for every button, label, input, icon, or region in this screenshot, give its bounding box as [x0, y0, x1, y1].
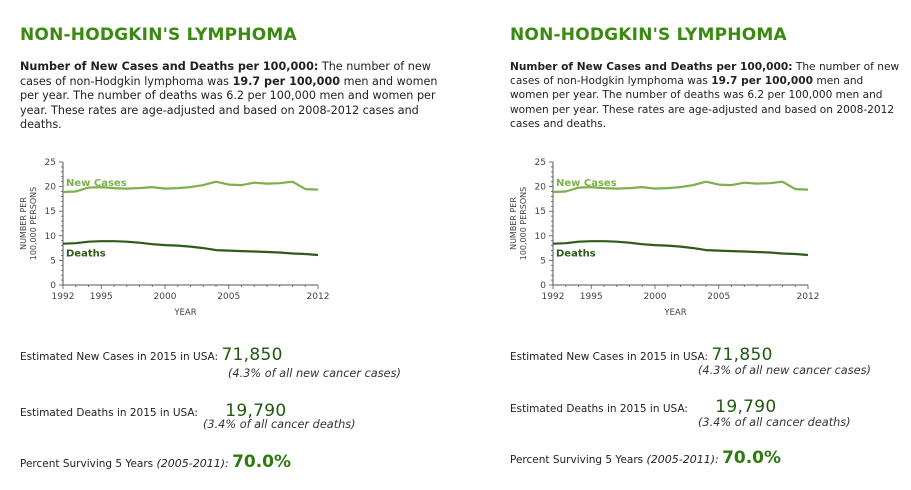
x-axis-label: YEAR	[663, 308, 686, 318]
y-tick-label: 10	[45, 232, 57, 242]
desc-text-2: men and women per year. The number of de…	[20, 74, 438, 132]
x-tick-label: 1995	[90, 292, 113, 302]
deaths-stat: Estimated Deaths in 2015 in USA: 19,790	[20, 401, 287, 421]
x-axis-label: YEAR	[173, 308, 196, 318]
deaths-stat: Estimated Deaths in 2015 in USA: 19,790	[510, 397, 777, 417]
y-tick-label: 20	[535, 183, 547, 193]
x-tick-label: 2005	[217, 292, 240, 302]
y-tick-label: 10	[535, 232, 547, 242]
survival-value: 70.0%	[232, 452, 292, 472]
y-tick-label: 25	[45, 158, 56, 168]
desc-text-1: The number of new cases of non-Hodgkin l…	[20, 60, 431, 88]
panel-title: NON-HODGKIN'S LYMPHOMA	[510, 25, 787, 45]
y-tick-label: 5	[540, 256, 546, 266]
new-cases-note: (4.3% of all new cancer cases)	[228, 367, 401, 380]
y-tick-label: 15	[535, 207, 546, 217]
desc-text-1: The number of new cases of non-Hodgkin l…	[510, 61, 900, 88]
deaths-label: Estimated Deaths in 2015 in USA:	[510, 403, 688, 415]
y-tick-label: 25	[535, 158, 546, 168]
x-tick-label: 2012	[307, 292, 330, 302]
y-tick-label: 15	[45, 207, 56, 217]
desc-text-2: men and women per year. The number of de…	[510, 75, 895, 130]
new-cases-stat: Estimated New Cases in 2015 in USA: 71,8…	[20, 345, 283, 365]
x-tick-label: 1992	[542, 292, 565, 302]
desc-highlight: 19.7 per 100,000	[711, 75, 814, 88]
deaths-label: Estimated Deaths in 2015 in USA:	[20, 407, 198, 419]
x-tick-label: 1992	[52, 292, 75, 302]
series-line-deaths	[62, 240, 319, 257]
y-tick-label: 5	[50, 256, 56, 266]
new-cases-value: 71,850	[221, 345, 283, 365]
x-tick-label: 2000	[644, 292, 667, 302]
new-cases-value: 71,850	[711, 345, 773, 365]
panel-title: NON-HODGKIN'S LYMPHOMA	[20, 25, 297, 45]
y-axis-label: NUMBER PER100,000 PERSONS	[19, 187, 38, 261]
new-cases-label: Estimated New Cases in 2015 in USA:	[510, 351, 709, 363]
desc-highlight: 19.7 per 100,000	[232, 74, 341, 88]
deaths-value: 19,790	[715, 397, 777, 417]
description: Number of New Cases and Deaths per 100,0…	[20, 60, 445, 133]
survival-period: (2005-2011):	[646, 453, 719, 466]
survival-value: 70.0%	[722, 448, 782, 468]
new-cases-label: Estimated New Cases in 2015 in USA:	[20, 351, 219, 363]
series-label: New Cases	[66, 178, 127, 189]
deaths-value: 19,790	[225, 401, 287, 421]
x-tick-label: 2005	[707, 292, 730, 302]
new-cases-stat: Estimated New Cases in 2015 in USA: 71,8…	[510, 345, 773, 365]
survival-period: (2005-2011):	[156, 457, 229, 470]
x-tick-label: 2000	[154, 292, 177, 302]
series-line-deaths	[552, 240, 809, 257]
survival-stat: Percent Surviving 5 Years (2005-2011): 7…	[20, 452, 291, 472]
y-tick-label: 20	[45, 183, 57, 193]
description: Number of New Cases and Deaths per 100,0…	[510, 60, 905, 131]
survival-label: Percent Surviving 5 Years	[510, 454, 644, 466]
desc-heading: Number of New Cases and Deaths per 100,0…	[510, 61, 793, 73]
y-tick-label: 0	[540, 281, 546, 291]
series-line-new-cases	[552, 180, 809, 194]
series-label: New Cases	[556, 178, 617, 189]
x-tick-label: 1995	[580, 292, 603, 302]
x-tick-label: 2012	[797, 292, 820, 302]
incidence-mortality-chart: 0 5 10 15 20 25 1992 1995 2000 2005 2012 YEAR NUMBER…	[19, 158, 330, 318]
y-tick-label: 0	[50, 281, 56, 291]
series-label: Deaths	[66, 249, 106, 260]
desc-heading: Number of New Cases and Deaths per 100,0…	[20, 60, 319, 73]
deaths-note: (3.4% of all cancer deaths)	[698, 416, 851, 429]
incidence-mortality-chart: 0 5 10 15 20 25 1992 1995 2000 2005 2012 YEAR NUMBER…	[509, 158, 820, 318]
survival-stat: Percent Surviving 5 Years (2005-2011): 7…	[510, 448, 781, 468]
deaths-note: (3.4% of all cancer deaths)	[203, 418, 356, 431]
y-axis-label: NUMBER PER100,000 PERSONS	[509, 187, 528, 261]
series-label: Deaths	[556, 249, 596, 260]
series-line-new-cases	[62, 180, 319, 194]
new-cases-note: (4.3% of all new cancer cases)	[698, 364, 871, 377]
survival-label: Percent Surviving 5 Years	[20, 458, 154, 470]
